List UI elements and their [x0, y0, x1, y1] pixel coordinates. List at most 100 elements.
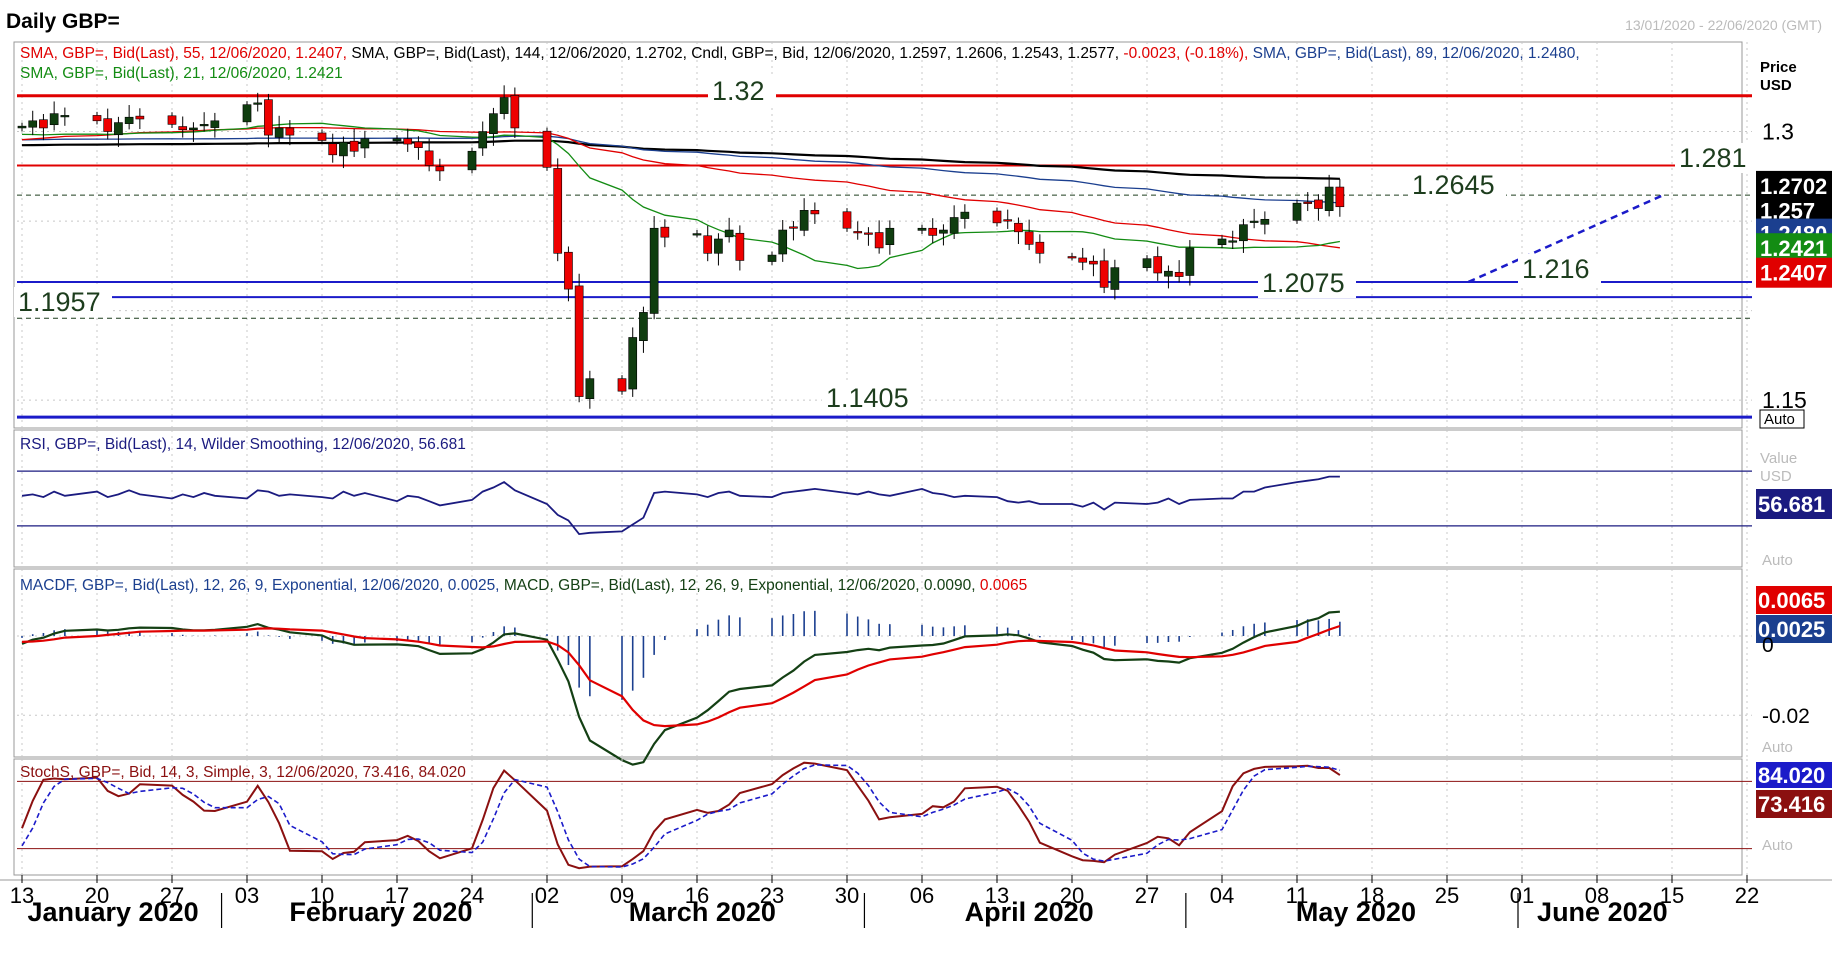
x-tick-label: 18 — [1360, 883, 1384, 908]
candle — [403, 138, 413, 145]
x-tick-label: 16 — [685, 883, 709, 908]
value-badge-sma21: 1.2421 — [1760, 236, 1827, 261]
candle — [1324, 186, 1334, 211]
legend-item: SMA, GBP=, Bid(Last), 89, 12/06/2020, 1.… — [1253, 45, 1580, 62]
candle — [1292, 202, 1302, 221]
candle — [360, 138, 370, 149]
candle — [767, 254, 777, 262]
candle — [1217, 238, 1227, 246]
candle — [60, 115, 70, 118]
level-label: 1.2645 — [1412, 170, 1495, 200]
candle — [28, 120, 38, 128]
month-label: February 2020 — [289, 897, 472, 927]
candle — [135, 115, 145, 120]
candle — [939, 229, 948, 234]
price-legend-line2: SMA, GBP=, Bid(Last), 21, 12/06/2020, 1.… — [20, 65, 343, 82]
candle — [467, 150, 477, 171]
candle — [435, 166, 445, 172]
level-label-bg — [708, 76, 776, 106]
price-axis-unit: USD — [1760, 77, 1792, 94]
candle — [553, 168, 563, 254]
candle — [49, 113, 59, 126]
panel-frame — [13, 41, 1743, 429]
price-legend-line1: SMA, GBP=, Bid(Last), 55, 12/06/2020, 1.… — [20, 45, 1580, 62]
candle — [328, 143, 338, 156]
date-range: 13/01/2020 - 22/06/2020 (GMT) — [1625, 17, 1822, 33]
candle — [1164, 270, 1173, 277]
x-tick-label: 20 — [1060, 883, 1084, 908]
candle — [660, 226, 670, 238]
candle — [724, 229, 734, 238]
stoch-k-badge-bg — [1756, 790, 1832, 818]
y-tick-label: 0 — [1762, 634, 1774, 657]
candle — [253, 102, 263, 105]
x-tick-label: 01 — [1510, 883, 1534, 908]
x-tick-label: 20 — [85, 883, 109, 908]
macd-signal-badge: 0.0065 — [1758, 588, 1825, 613]
candle — [628, 337, 638, 390]
candle — [842, 211, 852, 229]
candle — [189, 127, 198, 131]
level-label-bg — [1675, 143, 1758, 173]
candle — [703, 235, 713, 254]
x-tick-label: 13 — [985, 883, 1009, 908]
stoch-auto-button: Auto — [1762, 837, 1793, 854]
auto-button: Auto — [1764, 411, 1795, 428]
candle — [392, 138, 402, 142]
candle — [585, 378, 595, 400]
candle — [1035, 241, 1045, 254]
level-label-bg — [1518, 254, 1601, 284]
candle — [317, 132, 327, 141]
candle — [864, 232, 873, 235]
candle — [39, 119, 48, 129]
candle — [778, 229, 788, 255]
candle — [810, 210, 820, 215]
candle — [714, 238, 723, 254]
legend-item: MACD, GBP=, Bid(Last), 12, 26, 9, Expone… — [504, 577, 980, 594]
stoch-d-badge-bg — [1756, 762, 1832, 788]
rsi-grid — [21, 430, 1748, 567]
x-tick-label: 15 — [1660, 883, 1684, 908]
legend-item: MACDF, GBP=, Bid(Last), 12, 26, 9, Expon… — [20, 577, 504, 594]
candle — [1089, 260, 1098, 265]
month-label: June 2020 — [1537, 897, 1668, 927]
candle — [285, 127, 295, 136]
candle — [917, 227, 927, 231]
price-axis-header: Price — [1760, 59, 1797, 76]
price-levels — [17, 94, 1752, 419]
candlesticks — [17, 85, 1345, 409]
level-label-bg — [1258, 268, 1356, 298]
legend-item: Cndl, GBP=, Bid, 12/06/2020, 1.2597, 1.2… — [691, 45, 1123, 62]
candle — [414, 141, 423, 148]
candle — [114, 122, 123, 136]
candle — [1024, 231, 1034, 245]
legend-item: SMA, GBP=, Bid(Last), 144, 12/06/2020, 1… — [351, 45, 691, 62]
month-label: January 2020 — [28, 897, 199, 927]
candle — [564, 251, 573, 290]
rsi-badge-bg — [1756, 489, 1832, 519]
moving-averages — [21, 122, 1341, 270]
level-label-bg — [1408, 170, 1506, 200]
rsi-lines — [17, 470, 1752, 536]
candle — [92, 115, 102, 122]
macd-line — [21, 610, 1340, 766]
candle — [1185, 247, 1195, 276]
macd-grid — [17, 569, 1752, 757]
rsi-axis-header: Value — [1760, 450, 1797, 467]
level-label: 1.1405 — [826, 383, 909, 413]
candle — [1142, 258, 1152, 268]
candle — [489, 113, 498, 134]
level-labels: 1.32 1.281 1.2645 1.216 1.2075 1.1957 1.1405 — [14, 76, 1758, 413]
candle — [274, 127, 284, 138]
macd-legend: MACDF, GBP=, Bid(Last), 12, 26, 9, Expon… — [20, 577, 1027, 594]
candle — [1335, 186, 1345, 208]
value-badge-sma55: 1.2407 — [1760, 261, 1827, 286]
candle — [478, 131, 488, 149]
candle — [199, 124, 209, 127]
candle — [1239, 224, 1248, 242]
month-label: May 2020 — [1296, 897, 1416, 927]
panel-frames — [0, 41, 1832, 881]
legend-item: SMA, GBP=, Bid(Last), 55, 12/06/2020, 1.… — [20, 45, 351, 62]
candle — [349, 140, 359, 152]
x-axis: 13 20 27 03 10 17 24 02 09 16 23 30 06 13 20 27 04 11 18 25… — [10, 875, 1759, 928]
